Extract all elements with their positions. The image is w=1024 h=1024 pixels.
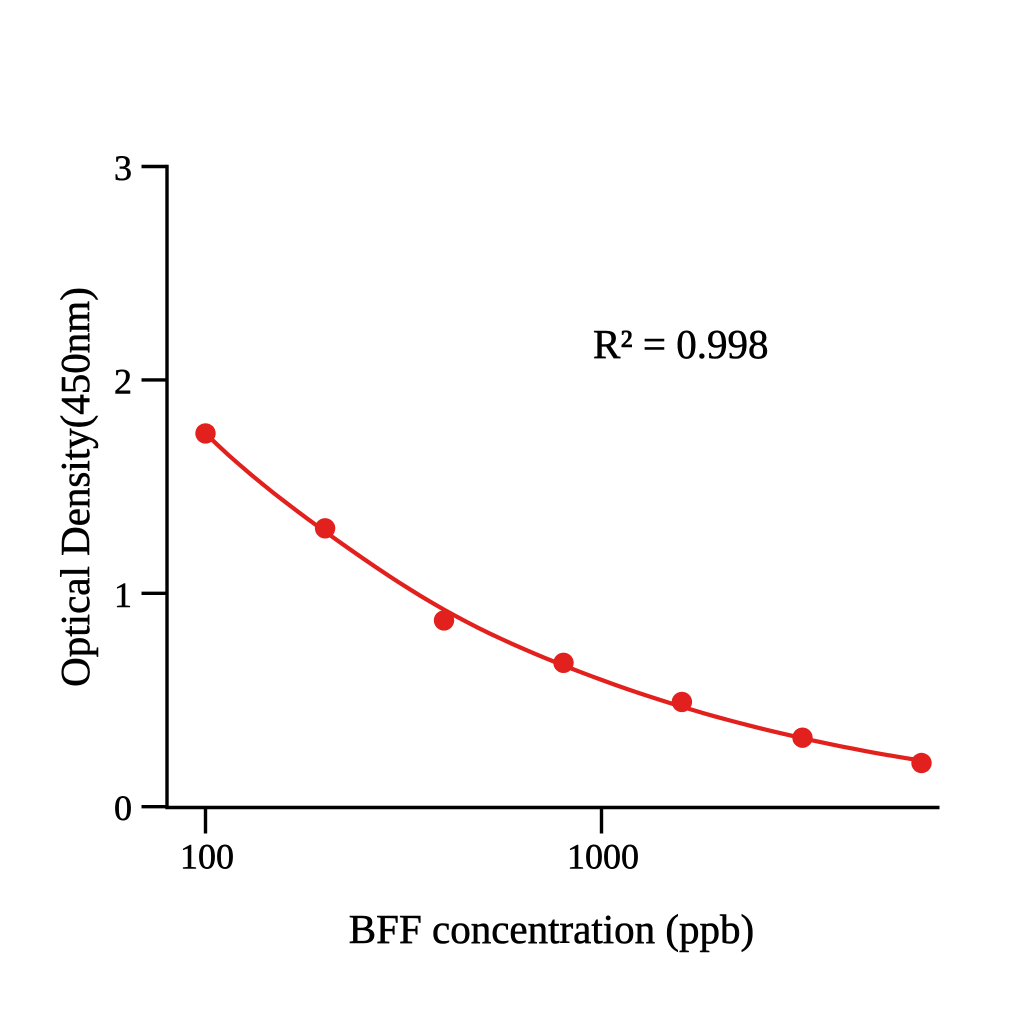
svg-text:R² = 0.998: R² = 0.998 xyxy=(593,321,769,367)
svg-text:0: 0 xyxy=(114,788,132,828)
svg-text:1000: 1000 xyxy=(567,837,639,877)
svg-text:BFF concentration (ppb): BFF concentration (ppb) xyxy=(349,906,754,952)
svg-text:2: 2 xyxy=(114,361,132,401)
svg-text:3: 3 xyxy=(114,148,132,188)
svg-text:1: 1 xyxy=(114,575,132,615)
svg-text:100: 100 xyxy=(180,837,234,877)
svg-text:Optical Density(450nm): Optical Density(450nm) xyxy=(52,287,98,687)
